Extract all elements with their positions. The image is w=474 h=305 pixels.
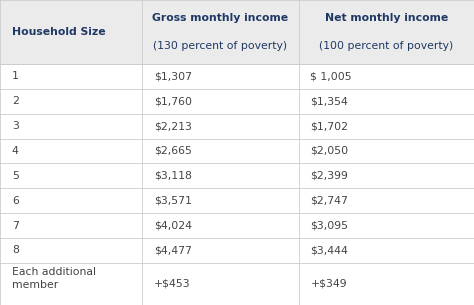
- Bar: [0, 238, 474, 263]
- Bar: [0, 213, 474, 238]
- Text: 4: 4: [12, 146, 19, 156]
- Text: $3,095: $3,095: [310, 221, 348, 231]
- Text: $4,477: $4,477: [154, 245, 192, 255]
- Text: $3,571: $3,571: [154, 196, 192, 206]
- Text: $2,213: $2,213: [154, 121, 192, 131]
- Text: Each additional
member: Each additional member: [12, 267, 96, 290]
- Text: 6: 6: [12, 196, 19, 206]
- Text: $ 1,005: $ 1,005: [310, 71, 352, 81]
- Text: +$349: +$349: [310, 279, 347, 289]
- Bar: [0, 263, 474, 305]
- Text: $3,444: $3,444: [310, 245, 348, 255]
- Text: $1,760: $1,760: [154, 96, 192, 106]
- Bar: [0, 163, 474, 188]
- Text: $1,354: $1,354: [310, 96, 348, 106]
- Text: $2,747: $2,747: [310, 196, 348, 206]
- Bar: [0, 188, 474, 213]
- Bar: [0, 0, 474, 64]
- Text: 3: 3: [12, 121, 19, 131]
- Text: $1,307: $1,307: [154, 71, 192, 81]
- Text: 7: 7: [12, 221, 19, 231]
- Text: $2,665: $2,665: [154, 146, 192, 156]
- Text: $2,399: $2,399: [310, 171, 348, 181]
- Text: $4,024: $4,024: [154, 221, 192, 231]
- Text: $1,702: $1,702: [310, 121, 348, 131]
- Text: 8: 8: [12, 245, 19, 255]
- Bar: [0, 89, 474, 114]
- Text: $3,118: $3,118: [154, 171, 192, 181]
- Text: +$453: +$453: [154, 279, 191, 289]
- Text: 2: 2: [12, 96, 19, 106]
- Text: (130 percent of poverty): (130 percent of poverty): [154, 41, 287, 51]
- Bar: [0, 64, 474, 89]
- Text: Gross monthly income: Gross monthly income: [152, 13, 289, 23]
- Text: Net monthly income: Net monthly income: [325, 13, 448, 23]
- Text: Household Size: Household Size: [12, 27, 106, 37]
- Text: $2,050: $2,050: [310, 146, 348, 156]
- Bar: [0, 138, 474, 163]
- Text: 1: 1: [12, 71, 19, 81]
- Text: 5: 5: [12, 171, 19, 181]
- Text: (100 percent of poverty): (100 percent of poverty): [319, 41, 454, 51]
- Bar: [0, 114, 474, 138]
